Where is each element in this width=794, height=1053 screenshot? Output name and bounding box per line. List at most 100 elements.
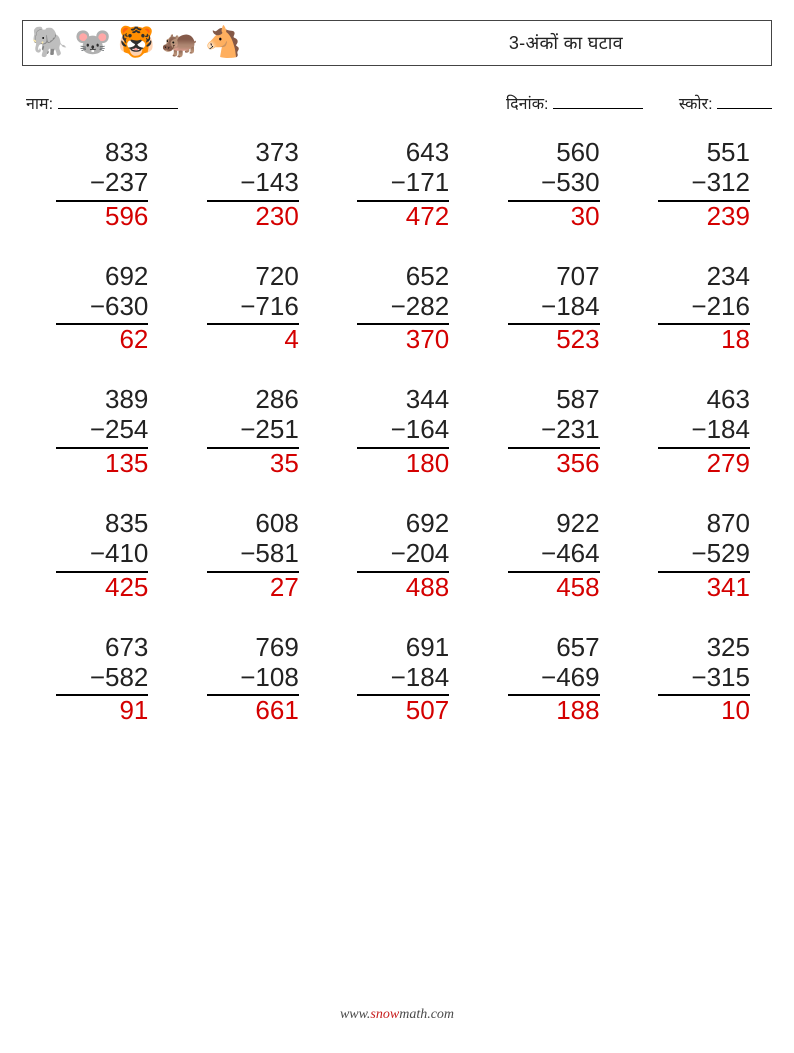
subtrahend: −716 (207, 292, 299, 322)
minuend: 692 (56, 262, 148, 292)
subtraction-problem: 870−529341 (628, 509, 768, 603)
meta-row: नाम: दिनांक: स्कोर: (22, 92, 772, 114)
minuend: 389 (56, 385, 148, 415)
minuend: 769 (207, 633, 299, 663)
score-label: स्कोर: (679, 96, 713, 113)
subtrahend: −164 (357, 415, 449, 445)
subtrahend: −108 (207, 663, 299, 693)
animal-icon: 🐭 (74, 28, 111, 58)
subtraction-problem: 691−184507 (327, 633, 467, 727)
name-blank[interactable] (58, 94, 178, 109)
animal-icon: 🐯 (118, 28, 155, 58)
minuend: 587 (508, 385, 600, 415)
animal-icon: 🐘 (31, 28, 68, 58)
answer: 507 (357, 696, 449, 726)
subtrahend: −530 (508, 168, 600, 198)
subtrahend: −630 (56, 292, 148, 322)
animal-icon: 🦛 (161, 28, 198, 58)
minuend: 234 (658, 262, 750, 292)
subtrahend: −171 (357, 168, 449, 198)
footer-brand: snow (370, 1007, 399, 1022)
minuend: 652 (357, 262, 449, 292)
subtrahend: −312 (658, 168, 750, 198)
minuend: 922 (508, 509, 600, 539)
answer: 91 (56, 696, 148, 726)
subtraction-problem: 463−184 279 (628, 385, 768, 479)
subtraction-problem: 652−282370 (327, 262, 467, 356)
subtraction-problem: 587−231356 (477, 385, 617, 479)
subtraction-problem: 707−184523 (477, 262, 617, 356)
minuend: 870 (658, 509, 750, 539)
answer: 30 (508, 202, 600, 232)
answer: 370 (357, 325, 449, 355)
worksheet-page: 🐘🐭🐯🦛🐴 3-अंकों का घटाव नाम: दिनांक: स्कोर… (0, 0, 794, 1053)
minuend: 643 (357, 138, 449, 168)
minuend: 720 (207, 262, 299, 292)
subtraction-problem: 560−530 30 (477, 138, 617, 232)
minuend: 673 (56, 633, 148, 663)
answer: 472 (357, 202, 449, 232)
footer-url: www.snowmath.com (0, 1007, 794, 1023)
minuend: 325 (658, 633, 750, 663)
minuend: 707 (508, 262, 600, 292)
subtrahend: −469 (508, 663, 600, 693)
subtraction-problem: 720−7164 (176, 262, 316, 356)
worksheet-title: 3-अंकों का घटाव (509, 31, 623, 55)
subtraction-problem: 657−469188 (477, 633, 617, 727)
subtraction-problem: 608−58127 (176, 509, 316, 603)
subtrahend: −231 (508, 415, 600, 445)
answer: 27 (207, 573, 299, 603)
subtrahend: −251 (207, 415, 299, 445)
answer: 458 (508, 573, 600, 603)
minuend: 560 (508, 138, 600, 168)
answer: 135 (56, 449, 148, 479)
answer: 425 (56, 573, 148, 603)
answer: 180 (357, 449, 449, 479)
subtrahend: −237 (56, 168, 148, 198)
answer: 35 (207, 449, 299, 479)
animal-icons: 🐘🐭🐯🦛🐴 (31, 28, 242, 58)
date-blank[interactable] (553, 94, 643, 109)
answer: 18 (658, 325, 750, 355)
minuend: 286 (207, 385, 299, 415)
subtrahend: −464 (508, 539, 600, 569)
answer: 523 (508, 325, 600, 355)
subtrahend: −184 (658, 415, 750, 445)
date-label: दिनांक: (506, 96, 548, 113)
subtrahend: −315 (658, 663, 750, 693)
subtrahend: −216 (658, 292, 750, 322)
minuend: 691 (357, 633, 449, 663)
subtraction-problem: 373−143 230 (176, 138, 316, 232)
animal-icon: 🐴 (204, 28, 241, 58)
subtraction-problem: 234−21618 (628, 262, 768, 356)
subtrahend: −143 (207, 168, 299, 198)
answer: 62 (56, 325, 148, 355)
subtraction-problem: 286−251 35 (176, 385, 316, 479)
minuend: 463 (658, 385, 750, 415)
answer: 4 (207, 325, 299, 355)
answer: 230 (207, 202, 299, 232)
subtrahend: −204 (357, 539, 449, 569)
subtraction-problem: 833−237596 (26, 138, 166, 232)
minuend: 657 (508, 633, 600, 663)
answer: 341 (658, 573, 750, 603)
answer: 188 (508, 696, 600, 726)
subtrahend: −410 (56, 539, 148, 569)
subtrahend: −582 (56, 663, 148, 693)
answer: 239 (658, 202, 750, 232)
subtraction-problem: 673−58291 (26, 633, 166, 727)
subtrahend: −282 (357, 292, 449, 322)
answer: 488 (357, 573, 449, 603)
minuend: 551 (658, 138, 750, 168)
problems-grid: 833−237596373−143230643−171472560−530305… (22, 138, 772, 726)
answer: 10 (658, 696, 750, 726)
subtraction-problem: 551−312 239 (628, 138, 768, 232)
minuend: 373 (207, 138, 299, 168)
name-label: नाम: (26, 96, 53, 113)
answer: 279 (658, 449, 750, 479)
score-blank[interactable] (717, 94, 772, 109)
minuend: 608 (207, 509, 299, 539)
subtraction-problem: 835−410425 (26, 509, 166, 603)
title-banner: 🐘🐭🐯🦛🐴 3-अंकों का घटाव (22, 20, 772, 66)
answer: 596 (56, 202, 148, 232)
